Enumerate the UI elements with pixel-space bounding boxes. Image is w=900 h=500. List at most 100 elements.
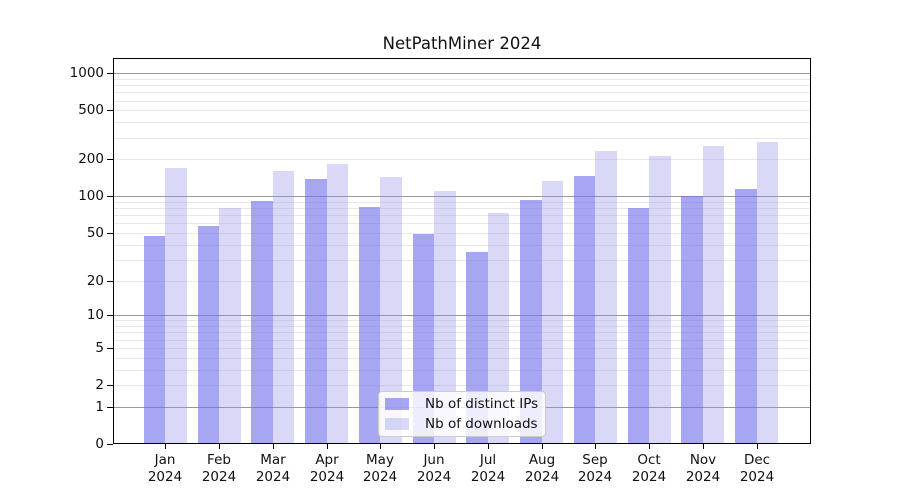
y-axis-tick-label: 0 bbox=[95, 436, 104, 452]
y-axis-tick bbox=[107, 348, 113, 349]
bar-distinct-ips-oct bbox=[627, 208, 649, 444]
major-gridline bbox=[113, 196, 811, 198]
y-axis-tick-label: 50 bbox=[86, 225, 104, 241]
y-axis-tick-label: 5 bbox=[95, 340, 104, 356]
legend: Nb of distinct IPs Nb of downloads bbox=[378, 391, 546, 437]
bar-distinct-ips-nov bbox=[681, 195, 703, 444]
bar-distinct-ips-dec bbox=[735, 189, 757, 444]
bar-distinct-ips-mar bbox=[251, 200, 273, 444]
y-axis-tick bbox=[107, 73, 113, 74]
x-axis-tick bbox=[219, 444, 220, 449]
legend-label-distinct-ips: Nb of distinct IPs bbox=[425, 396, 539, 412]
x-axis-tick-label-year: 2024 bbox=[470, 469, 506, 485]
minor-gridline bbox=[113, 159, 811, 161]
bar-distinct-ips-apr bbox=[305, 179, 327, 444]
x-axis-tick-label-year: 2024 bbox=[524, 469, 560, 485]
minor-gridline bbox=[113, 357, 811, 359]
bar-distinct-ips-aug bbox=[520, 200, 542, 444]
bar-distinct-ips-jan bbox=[143, 236, 166, 444]
y-axis-tick-label: 2 bbox=[95, 377, 104, 393]
bar-downloads-nov bbox=[702, 146, 725, 444]
minor-gridline bbox=[113, 208, 811, 210]
x-axis-tick bbox=[273, 444, 274, 449]
x-axis-tick-label-year: 2024 bbox=[147, 469, 183, 485]
y-axis-tick-label: 200 bbox=[78, 151, 104, 167]
minor-gridline bbox=[113, 280, 811, 282]
x-axis-tick-label: Oct 2024 bbox=[617, 452, 681, 486]
bar-downloads-feb bbox=[219, 207, 241, 444]
minor-gridline bbox=[113, 332, 811, 334]
x-axis-tick bbox=[542, 444, 543, 449]
bar-downloads-aug bbox=[541, 181, 563, 444]
y-axis-tick bbox=[107, 281, 113, 282]
minor-gridline bbox=[113, 223, 811, 225]
minor-gridline bbox=[113, 369, 811, 371]
bar-downloads-jun bbox=[434, 190, 456, 444]
bar-downloads-jan bbox=[165, 168, 187, 444]
bar-downloads-oct bbox=[649, 156, 671, 444]
x-axis-tick bbox=[703, 444, 704, 449]
x-axis-tick-label: Jan 2024 bbox=[133, 452, 197, 486]
bar-downloads-dec bbox=[756, 141, 778, 444]
minor-gridline bbox=[113, 385, 811, 387]
x-axis-tick-label: Nov 2024 bbox=[671, 452, 735, 486]
bar-downloads-may bbox=[380, 177, 402, 444]
x-axis-tick-label: Jun 2024 bbox=[402, 452, 466, 486]
minor-gridline bbox=[113, 233, 811, 234]
minor-gridline bbox=[113, 110, 811, 112]
x-axis-tick-label: Feb 2024 bbox=[187, 452, 251, 486]
bar-downloads-jul bbox=[487, 213, 510, 444]
x-axis-tick-label: Apr 2024 bbox=[295, 452, 359, 486]
bar-distinct-ips-sep bbox=[573, 175, 596, 444]
bar-downloads-sep bbox=[595, 151, 617, 444]
y-axis-tick-label: 20 bbox=[86, 273, 104, 289]
x-axis-tick bbox=[757, 444, 758, 449]
x-axis-tick bbox=[165, 444, 166, 449]
legend-item-distinct-ips: Nb of distinct IPs bbox=[385, 396, 539, 412]
y-axis-tick bbox=[107, 444, 113, 445]
x-axis-tick-label-year: 2024 bbox=[362, 469, 398, 485]
bar-distinct-ips-may bbox=[358, 206, 381, 444]
legend-swatch-distinct-ips bbox=[385, 398, 409, 410]
x-axis-tick bbox=[649, 444, 650, 449]
x-axis-tick-label-year: 2024 bbox=[739, 469, 775, 485]
bar-downloads-mar bbox=[272, 171, 295, 444]
x-axis-tick-label: Sep 2024 bbox=[563, 452, 627, 486]
minor-gridline bbox=[113, 85, 811, 87]
minor-gridline bbox=[113, 339, 811, 341]
minor-gridline bbox=[113, 202, 811, 203]
y-axis-tick bbox=[107, 407, 113, 408]
y-axis-tick-label: 500 bbox=[78, 102, 104, 118]
x-axis-tick-label-year: 2024 bbox=[631, 469, 667, 485]
x-axis-tick-label-year: 2024 bbox=[255, 469, 291, 485]
y-axis-tick bbox=[107, 385, 113, 386]
y-axis-tick bbox=[107, 196, 113, 197]
legend-item-downloads: Nb of downloads bbox=[385, 416, 539, 432]
x-axis-tick-label-year: 2024 bbox=[309, 469, 345, 485]
x-axis-tick-label-year: 2024 bbox=[685, 469, 721, 485]
minor-gridline bbox=[113, 100, 811, 102]
y-axis-tick bbox=[107, 233, 113, 234]
y-axis-tick-label: 1 bbox=[95, 399, 104, 415]
y-axis-tick-label: 1000 bbox=[69, 65, 104, 81]
x-axis-tick-label-year: 2024 bbox=[416, 469, 452, 485]
x-axis-tick-label: Dec 2024 bbox=[725, 452, 789, 486]
minor-gridline bbox=[113, 92, 811, 94]
minor-gridline bbox=[113, 78, 811, 80]
x-axis-tick-label: May 2024 bbox=[348, 452, 412, 486]
legend-swatch-downloads bbox=[385, 418, 409, 430]
bar-distinct-ips-feb bbox=[197, 226, 219, 444]
x-axis-tick bbox=[488, 444, 489, 449]
bar-downloads-apr bbox=[326, 164, 348, 444]
chart-title: NetPathMiner 2024 bbox=[382, 34, 542, 53]
x-axis-tick bbox=[434, 444, 435, 449]
x-axis-tick-label-year: 2024 bbox=[201, 469, 237, 485]
y-axis-tick bbox=[107, 159, 113, 160]
x-axis-tick-label: Jul 2024 bbox=[456, 452, 520, 486]
minor-gridline bbox=[113, 347, 811, 349]
x-axis-tick-label: Mar 2024 bbox=[241, 452, 305, 486]
major-gridline bbox=[113, 73, 811, 75]
minor-gridline bbox=[113, 326, 811, 328]
major-gridline bbox=[113, 315, 811, 317]
